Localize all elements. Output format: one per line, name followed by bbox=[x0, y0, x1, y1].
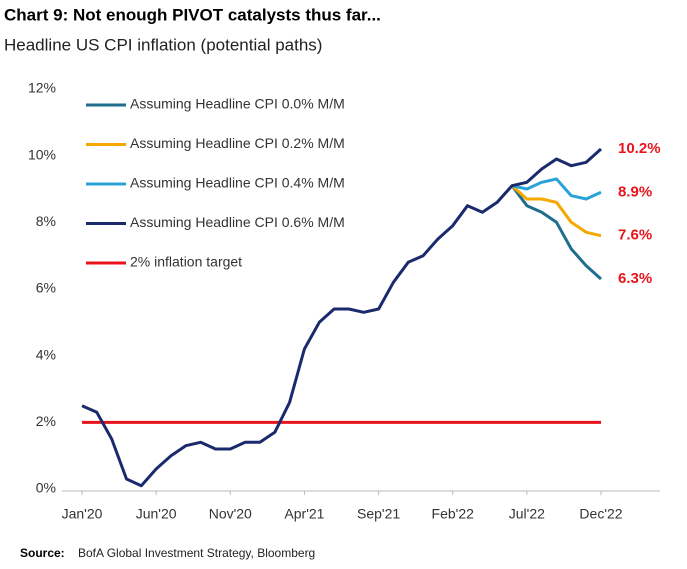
end-label: 10.2% bbox=[618, 140, 661, 157]
end-label: 8.9% bbox=[618, 183, 652, 200]
x-tick-label: Nov'20 bbox=[209, 506, 252, 522]
y-tick-label: 4% bbox=[36, 346, 56, 362]
x-tick-label: Sep'21 bbox=[357, 506, 400, 522]
x-tick-label: Apr'21 bbox=[284, 506, 324, 522]
x-tick-label: Jan'20 bbox=[62, 506, 103, 522]
series-line bbox=[511, 184, 602, 238]
end-label: 7.6% bbox=[618, 227, 652, 244]
series-line bbox=[81, 147, 603, 488]
legend-label: Assuming Headline CPI 0.4% M/M bbox=[130, 175, 345, 191]
end-label: 6.3% bbox=[618, 270, 652, 287]
chart-subtitle: Headline US CPI inflation (potential pat… bbox=[4, 35, 322, 54]
x-tick-label: Dec'22 bbox=[579, 506, 622, 522]
y-tick-label: 2% bbox=[36, 413, 56, 429]
x-tick-label: Jun'20 bbox=[136, 506, 177, 522]
y-tick-label: 10% bbox=[28, 146, 56, 162]
y-tick-label: 6% bbox=[36, 280, 56, 296]
y-tick-label: 0% bbox=[36, 480, 56, 496]
series-line bbox=[511, 177, 602, 201]
legend-label: 2% inflation target bbox=[130, 254, 242, 270]
legend-label: Assuming Headline CPI 0.6% M/M bbox=[130, 214, 345, 230]
y-tick-label: 8% bbox=[36, 213, 56, 229]
y-tick-label: 12% bbox=[28, 80, 56, 96]
legend-label: Assuming Headline CPI 0.2% M/M bbox=[130, 135, 345, 151]
source-text: BofA Global Investment Strategy, Bloombe… bbox=[78, 546, 315, 560]
x-tick-label: Jul'22 bbox=[509, 506, 545, 522]
legend-label: Assuming Headline CPI 0.0% M/M bbox=[130, 96, 345, 112]
x-tick-label: Feb'22 bbox=[432, 506, 475, 522]
source-label: Source: bbox=[20, 546, 65, 560]
series-line bbox=[510, 184, 603, 281]
chart-title: Chart 9: Not enough PIVOT catalysts thus… bbox=[4, 5, 381, 24]
